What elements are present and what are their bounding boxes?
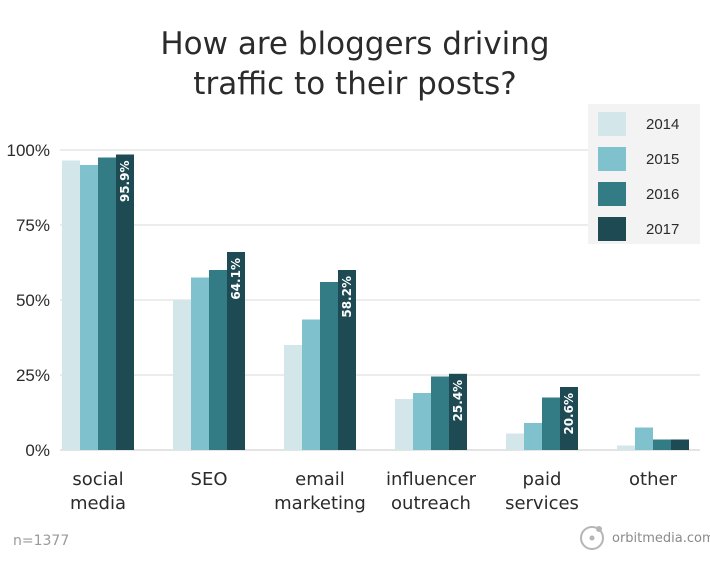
x-category-label: SEO — [191, 469, 228, 490]
data-label: 25.4% — [451, 380, 465, 422]
bar-2016 — [653, 439, 671, 450]
brand-text: orbitmedia.com — [612, 530, 710, 546]
bar-2017 — [227, 252, 245, 450]
bar-2017 — [449, 373, 467, 450]
x-category-label: marketing — [274, 493, 366, 514]
bar-2015 — [302, 319, 320, 450]
bar-2017 — [338, 270, 356, 450]
chart-title: How are bloggers driving traffic to thei… — [0, 24, 710, 104]
data-label: 20.6% — [562, 393, 576, 435]
y-tick-label: 25% — [16, 366, 50, 385]
legend-label: 2016 — [646, 185, 680, 203]
bar-2014 — [284, 345, 302, 450]
legend-label: 2014 — [646, 115, 680, 133]
y-tick-label: 0% — [25, 441, 50, 460]
bar-2014 — [506, 433, 524, 450]
x-category-label: email — [295, 469, 345, 490]
x-category-label: media — [70, 493, 126, 514]
chart-title-line-1: How are bloggers driving — [160, 26, 550, 62]
bar-2014 — [395, 399, 413, 450]
bar-2017 — [671, 439, 689, 450]
bar-2015 — [524, 423, 542, 450]
legend-label: 2015 — [646, 150, 680, 168]
legend-label: 2017 — [646, 220, 680, 238]
data-label: 58.2% — [340, 276, 354, 318]
bar-2015 — [191, 277, 209, 450]
data-labels: 95.9% 64.1% 58.2% 25.4% 20.6% — [118, 161, 576, 435]
data-label: 64.1% — [229, 258, 243, 300]
bar-2017 — [116, 154, 134, 450]
x-category-label: other — [629, 469, 678, 490]
x-category-label: paid — [523, 469, 562, 490]
legend-item-2017: 2017 — [598, 217, 679, 241]
y-tick-label: 50% — [16, 291, 50, 310]
bar-2016 — [209, 270, 227, 450]
legend-item-2015: 2015 — [598, 147, 679, 171]
bar-2016 — [320, 282, 338, 450]
bars — [62, 154, 689, 450]
brand-mark: orbitmedia.com — [578, 522, 710, 554]
legend-swatch — [598, 217, 626, 241]
bar-2014 — [62, 160, 80, 450]
bar-2016 — [542, 397, 560, 450]
chart-title-line-2: traffic to their posts? — [193, 66, 517, 102]
y-tick-label: 100% — [7, 141, 50, 160]
bar-2015 — [635, 427, 653, 450]
legend-swatch — [598, 182, 626, 206]
bar-2017 — [560, 387, 578, 450]
x-category-label: outreach — [391, 493, 471, 514]
x-axis-categories: social media SEO email marketing influencer ou… — [70, 469, 678, 514]
y-axis-ticks: 0% 25% 50% 75% 100% — [7, 141, 50, 460]
legend-item-2014: 2014 — [598, 112, 679, 136]
orbit-logo-icon — [580, 526, 604, 550]
bar-2016 — [431, 376, 449, 450]
legend-swatch — [598, 147, 626, 171]
bar-2016 — [98, 157, 116, 450]
x-category-label: influencer — [386, 469, 477, 490]
y-tick-label: 75% — [16, 216, 50, 235]
x-category-label: services — [505, 493, 579, 514]
legend: 2014 2015 2016 2017 — [588, 104, 700, 244]
bar-2014 — [617, 445, 635, 450]
bar-2015 — [413, 393, 431, 450]
x-category-label: social — [72, 469, 123, 490]
data-label: 95.9% — [118, 161, 132, 203]
sample-size-note: n=1377 — [13, 533, 70, 549]
legend-swatch — [598, 112, 626, 136]
bar-2014 — [173, 300, 191, 450]
bar-2015 — [80, 165, 98, 450]
legend-item-2016: 2016 — [598, 182, 679, 206]
